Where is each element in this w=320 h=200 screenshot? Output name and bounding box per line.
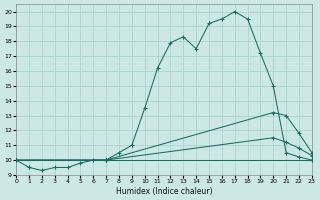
X-axis label: Humidex (Indice chaleur): Humidex (Indice chaleur) (116, 187, 212, 196)
